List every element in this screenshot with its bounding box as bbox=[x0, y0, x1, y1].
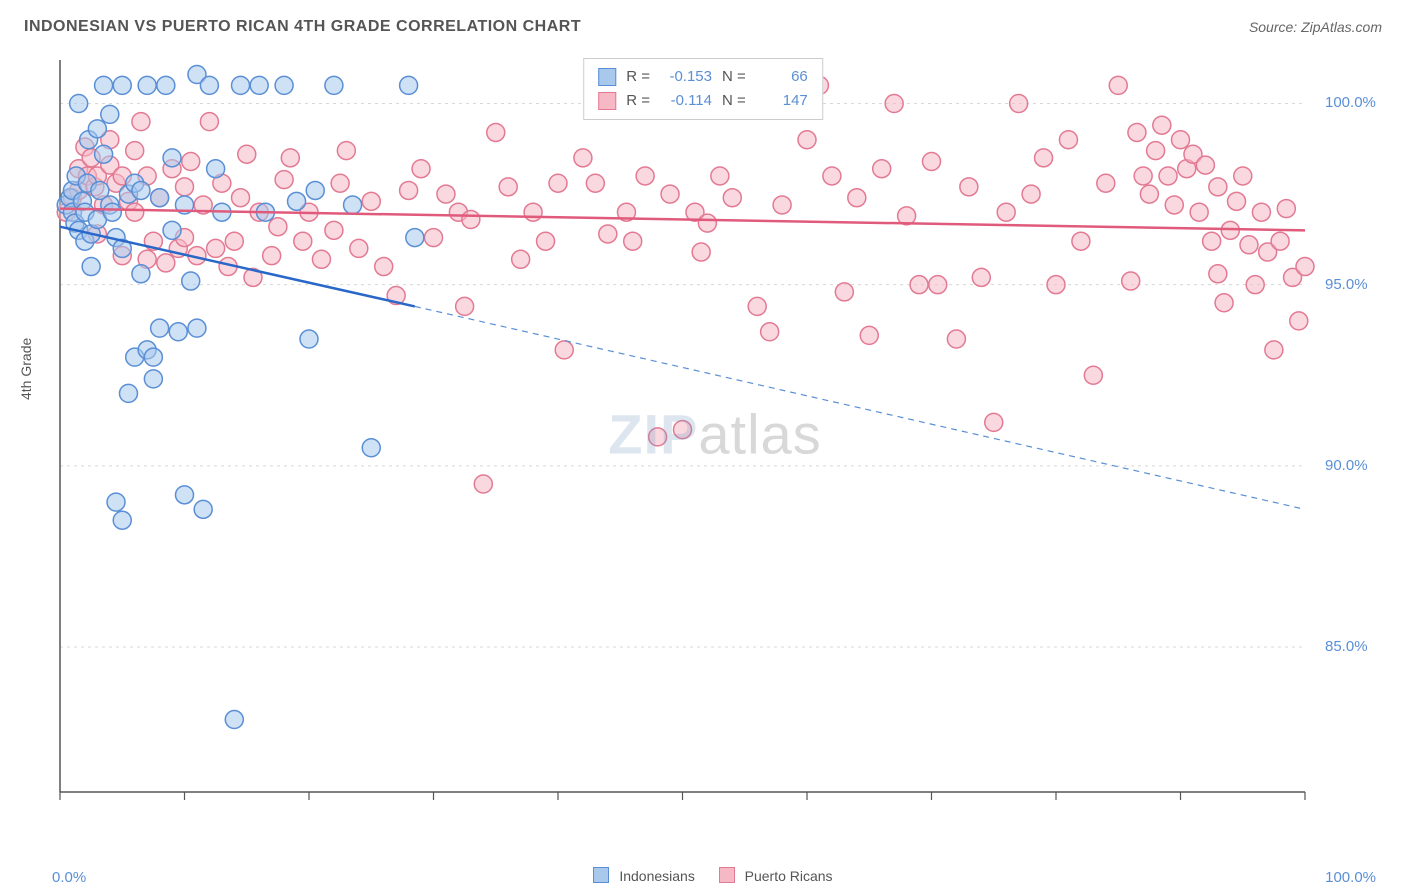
n-value-puertoricans: 147 bbox=[756, 89, 808, 113]
yaxis-label: 4th Grade bbox=[18, 338, 34, 400]
plot-area: ZIPatlas bbox=[50, 52, 1380, 822]
title-row: INDONESIAN VS PUERTO RICAN 4TH GRADE COR… bbox=[24, 18, 1382, 36]
r-label: R = bbox=[626, 89, 650, 113]
legend-label-indonesians: Indonesians bbox=[619, 868, 695, 884]
stats-row-indonesians: R = -0.153 N = 66 bbox=[598, 65, 808, 89]
r-value-puertoricans: -0.114 bbox=[660, 89, 712, 113]
legend-label-puertoricans: Puerto Ricans bbox=[745, 868, 833, 884]
ytick-label: 85.0% bbox=[1325, 638, 1368, 655]
swatch-puertoricans bbox=[598, 92, 616, 110]
legend-swatch-puertoricans bbox=[719, 867, 735, 883]
ytick-label: 100.0% bbox=[1325, 94, 1376, 111]
n-label: N = bbox=[722, 89, 746, 113]
stats-legend-box: R = -0.153 N = 66 R = -0.114 N = 147 bbox=[583, 58, 823, 120]
chart-container: INDONESIAN VS PUERTO RICAN 4TH GRADE COR… bbox=[0, 0, 1406, 892]
ytick-label: 90.0% bbox=[1325, 457, 1368, 474]
r-label: R = bbox=[626, 65, 650, 89]
scatter-plot-svg bbox=[50, 52, 1380, 822]
swatch-indonesians bbox=[598, 68, 616, 86]
n-value-indonesians: 66 bbox=[756, 65, 808, 89]
stats-row-puertoricans: R = -0.114 N = 147 bbox=[598, 89, 808, 113]
r-value-indonesians: -0.153 bbox=[660, 65, 712, 89]
xaxis-series-legend: Indonesians Puerto Ricans bbox=[0, 867, 1406, 884]
legend-swatch-indonesians bbox=[593, 867, 609, 883]
source-attribution: Source: ZipAtlas.com bbox=[1249, 19, 1382, 35]
ytick-label: 95.0% bbox=[1325, 276, 1368, 293]
chart-title: INDONESIAN VS PUERTO RICAN 4TH GRADE COR… bbox=[24, 18, 581, 36]
n-label: N = bbox=[722, 65, 746, 89]
